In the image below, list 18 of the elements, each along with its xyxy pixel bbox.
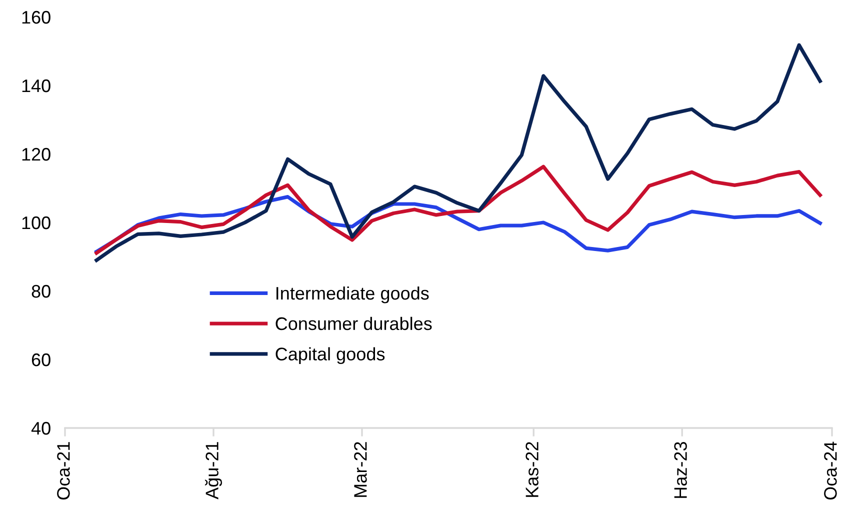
y-tick-label: 100	[22, 216, 50, 230]
y-tick-label: 80	[32, 284, 50, 298]
x-tick-label: Kas-22	[526, 442, 538, 497]
y-tick-label: 160	[22, 10, 50, 24]
legend-label: Capital goods	[276, 347, 385, 364]
x-tick-label: Ağu-21	[204, 442, 222, 500]
x-tick-label: Mar-22	[354, 442, 367, 497]
x-tick-label: Oca-24	[824, 442, 837, 500]
y-tick-label: 60	[32, 353, 50, 366]
x-tick-label: Oca-21	[57, 442, 70, 500]
legend-label: Consumer durables	[276, 316, 432, 330]
legend-label: Intermediate goods	[276, 286, 429, 304]
x-tick-label: Haz-23	[674, 442, 687, 498]
y-tick-label: 40	[31, 422, 50, 435]
line-series	[94, 43, 822, 262]
line-series	[94, 164, 822, 255]
y-tick-label: 140	[22, 79, 50, 92]
y-tick-label: 120	[22, 148, 50, 161]
